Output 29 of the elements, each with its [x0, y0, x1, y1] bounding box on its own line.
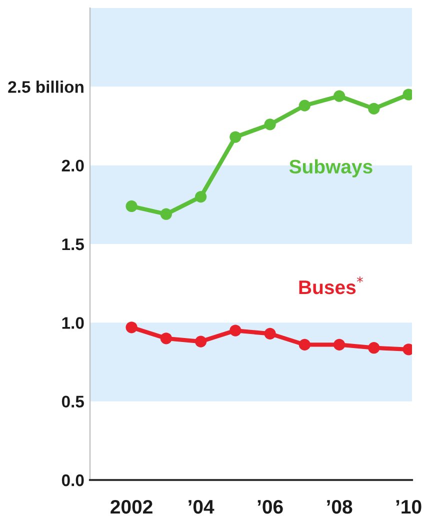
y-tick-label: 2.5 billion [8, 80, 84, 93]
x-tick-label: ’10 [396, 500, 422, 514]
y-tick-label: 1.0 [62, 317, 84, 329]
point [194, 190, 207, 203]
point [230, 131, 242, 143]
point [160, 208, 172, 220]
point [333, 90, 346, 102]
point [298, 338, 310, 351]
text: Buses$^{*}$ [299, 276, 363, 294]
point [333, 338, 346, 351]
point [264, 118, 276, 130]
x-tick-label: 2002 [110, 500, 152, 514]
y-tick-label: 1.5 [62, 238, 84, 250]
point [368, 342, 380, 354]
point [126, 322, 138, 334]
x-tick-label: ’08 [327, 500, 352, 514]
x-tick-label: ’04 [188, 500, 214, 514]
series-label: Subways [289, 159, 372, 178]
point [194, 336, 207, 348]
y-tick-label: 2.0 [62, 160, 84, 172]
y-tick-label: 0.5 [62, 396, 84, 408]
point [298, 100, 310, 112]
point [126, 200, 138, 212]
point [264, 328, 276, 340]
point [230, 324, 242, 336]
point [160, 332, 172, 344]
point [368, 102, 380, 115]
y-tick-label: 0.0 [62, 474, 84, 486]
x-tick-label: ’06 [258, 500, 283, 514]
